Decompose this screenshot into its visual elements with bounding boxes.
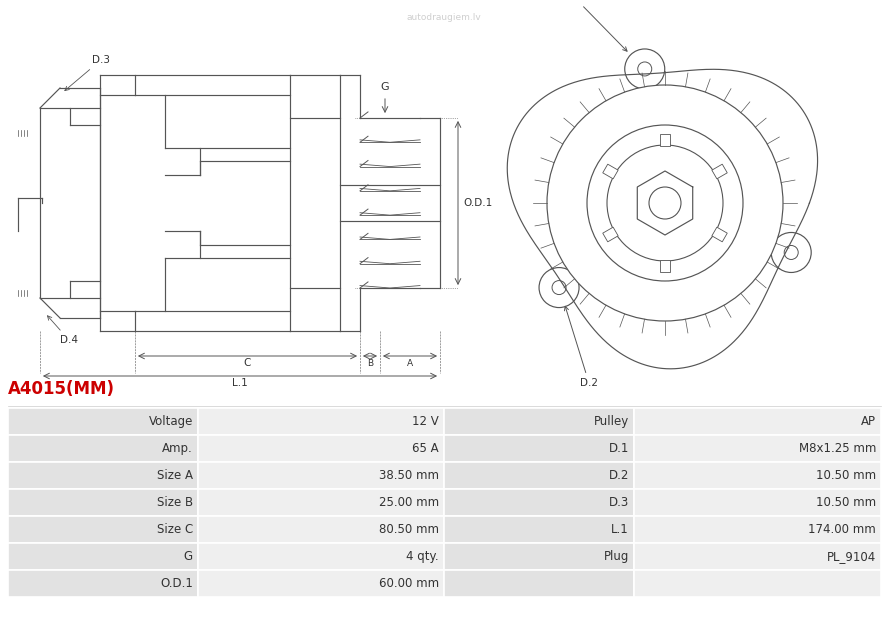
Circle shape	[607, 145, 723, 261]
Text: Size B: Size B	[156, 496, 193, 509]
Text: A4015(MM): A4015(MM)	[8, 380, 115, 398]
Text: 65 A: 65 A	[412, 442, 439, 455]
Bar	[198, 570, 444, 597]
Text: D.1: D.1	[609, 442, 629, 455]
Bar	[198, 543, 444, 570]
Text: 25.00 mm: 25.00 mm	[379, 496, 439, 509]
Circle shape	[772, 232, 811, 272]
Bar	[660, 134, 670, 146]
Text: G: G	[380, 82, 389, 92]
Text: PL_9104: PL_9104	[827, 550, 876, 563]
Text: 12 V: 12 V	[412, 415, 439, 428]
Bar	[712, 227, 727, 242]
Bar	[603, 164, 618, 179]
Text: D.3: D.3	[609, 496, 629, 509]
Bar	[444, 570, 634, 597]
Text: 60.00 mm: 60.00 mm	[379, 577, 439, 590]
Text: Plug: Plug	[604, 550, 629, 563]
Bar	[634, 462, 881, 489]
Text: 174.00 mm: 174.00 mm	[808, 523, 876, 536]
Bar	[634, 570, 881, 597]
Bar	[634, 435, 881, 462]
Text: G: G	[184, 550, 193, 563]
Bar	[8, 516, 198, 543]
Bar	[8, 435, 198, 462]
Bar	[444, 408, 634, 435]
Text: Size A: Size A	[157, 469, 193, 482]
Text: A: A	[407, 359, 413, 368]
Text: D.2: D.2	[609, 469, 629, 482]
Text: D.4: D.4	[47, 316, 78, 345]
Bar	[198, 489, 444, 516]
Bar	[660, 260, 670, 272]
Bar	[444, 516, 634, 543]
Text: M8x1.25 mm: M8x1.25 mm	[798, 442, 876, 455]
Text: C: C	[244, 358, 252, 368]
Bar	[712, 164, 727, 179]
Text: 38.50 mm: 38.50 mm	[379, 469, 439, 482]
Bar	[8, 408, 198, 435]
Text: AP: AP	[861, 415, 876, 428]
Text: 80.50 mm: 80.50 mm	[379, 523, 439, 536]
Bar	[198, 435, 444, 462]
Circle shape	[649, 187, 681, 219]
Bar	[8, 570, 198, 597]
Text: D.3: D.3	[65, 55, 110, 90]
Bar	[198, 408, 444, 435]
Bar	[8, 543, 198, 570]
Text: 10.50 mm: 10.50 mm	[816, 469, 876, 482]
Text: autodraugiem.lv: autodraugiem.lv	[406, 13, 481, 22]
Text: 10.50 mm: 10.50 mm	[816, 496, 876, 509]
Bar	[634, 408, 881, 435]
Bar	[198, 516, 444, 543]
Bar	[198, 462, 444, 489]
Text: O.D.1: O.D.1	[160, 577, 193, 590]
Bar	[444, 435, 634, 462]
Circle shape	[637, 62, 652, 76]
Circle shape	[784, 245, 798, 259]
Bar	[444, 489, 634, 516]
Bar	[634, 489, 881, 516]
Text: Amp.: Amp.	[163, 442, 193, 455]
Bar	[8, 462, 198, 489]
Circle shape	[625, 49, 665, 89]
Text: Pulley: Pulley	[594, 415, 629, 428]
Text: 4 qty.: 4 qty.	[406, 550, 439, 563]
Text: Voltage: Voltage	[148, 415, 193, 428]
Text: L.1: L.1	[612, 523, 629, 536]
Circle shape	[587, 125, 743, 281]
Text: O.D.1: O.D.1	[463, 198, 493, 208]
Text: B: B	[367, 359, 373, 368]
Bar	[603, 227, 618, 242]
Bar	[634, 516, 881, 543]
Bar	[634, 543, 881, 570]
Text: L.1: L.1	[232, 378, 248, 388]
Circle shape	[552, 280, 566, 295]
Bar	[8, 489, 198, 516]
Bar	[444, 543, 634, 570]
Circle shape	[539, 267, 579, 308]
Circle shape	[547, 85, 783, 321]
Bar	[444, 462, 634, 489]
Text: Size C: Size C	[156, 523, 193, 536]
Text: D.1: D.1	[565, 0, 627, 51]
Text: D.2: D.2	[565, 307, 598, 388]
